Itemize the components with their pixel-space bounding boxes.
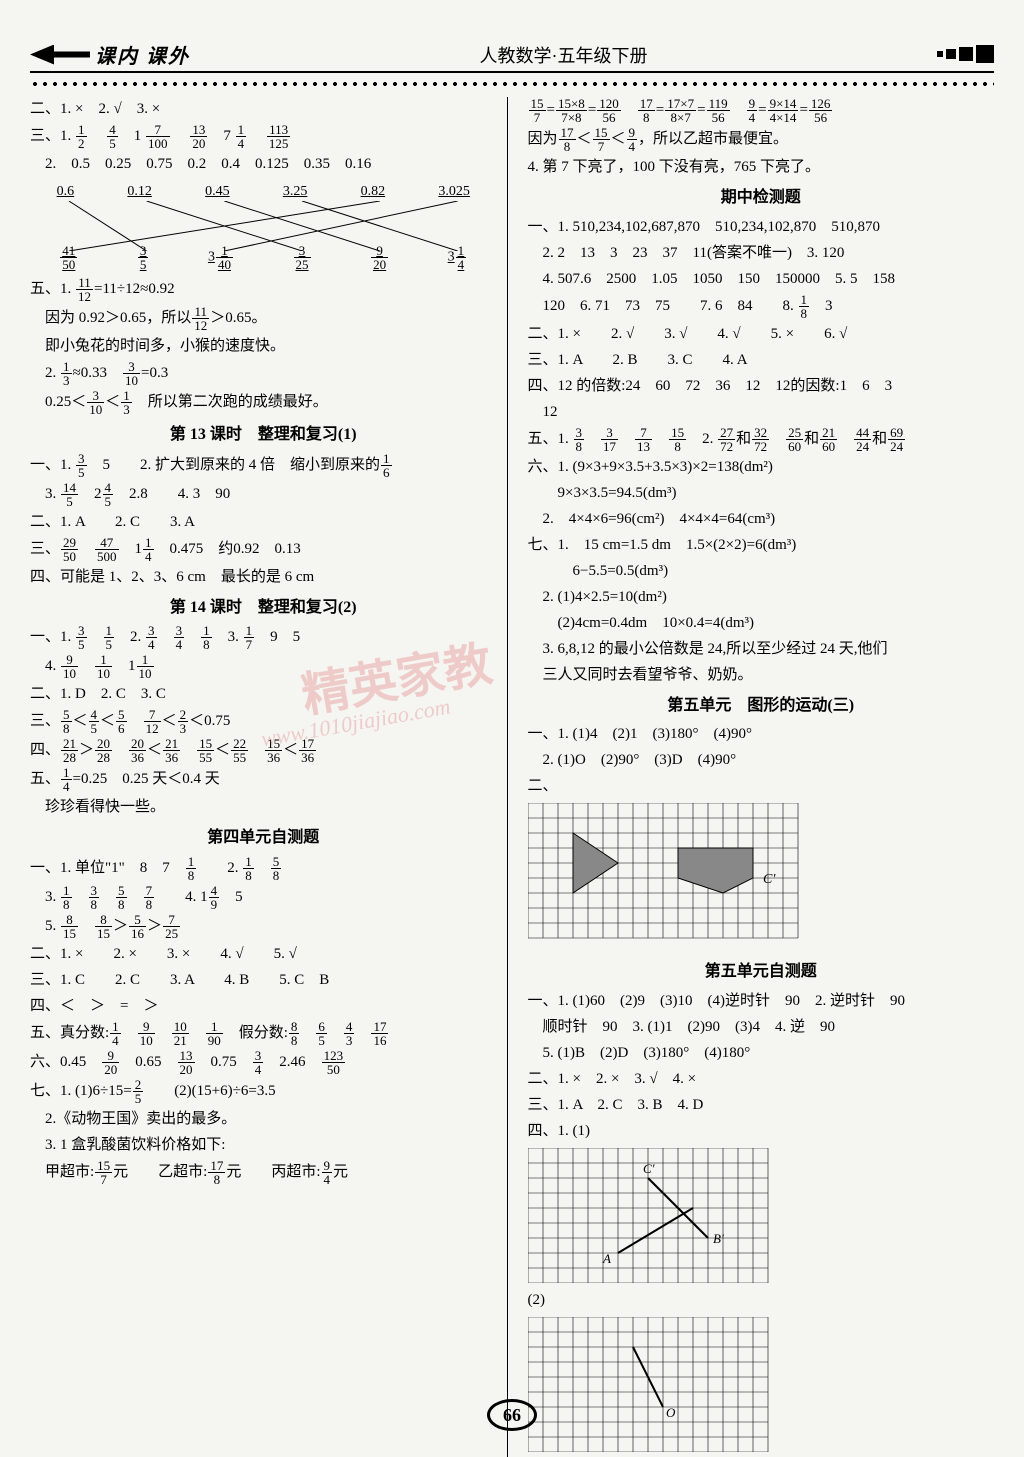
ans-line: 五、1. 38 317 713 158 2. 2772和3272 2560和21…: [528, 426, 995, 453]
ans-line: 3. 18 38 58 78 4. 149 5: [30, 884, 497, 911]
ans-line: 4. 910 110 1110: [30, 653, 497, 680]
section-title: 第 14 课时 整理和复习(2): [30, 595, 497, 621]
ans-line: 四、1. (1): [528, 1119, 995, 1143]
ans-line: 一、1. 510,234,102,687,870 510,234,102,870…: [528, 215, 995, 239]
ans-line: 一、1. 35 15 2. 34 34 18 3. 17 9 5: [30, 624, 497, 651]
ans-line: 顺时针 90 3. (1)1 (2)90 (3)4 4. 逆 90: [528, 1015, 995, 1039]
grid-figure-2: A B' C': [528, 1148, 995, 1283]
ans-line: 四、可能是 1、2、3、6 cm 最长的是 6 cm: [30, 565, 497, 589]
ans-line: 2. (1)4×2.5=10(dm²): [528, 585, 995, 609]
logo-text: 课内 课外: [95, 40, 190, 69]
ans-line: 七、1. (1)6÷15=25 (2)(15+6)÷6=3.5: [30, 1078, 497, 1105]
ans-line: 一、1. 单位"1" 8 7 18 2. 18 58: [30, 855, 497, 882]
grid-figure-1: C': [528, 803, 995, 953]
book-title: 人教数学·五年级下册: [190, 42, 937, 68]
ans-line: 四、＜ ＞ = ＞: [30, 994, 497, 1018]
ans-line: 四、12 的倍数:24 60 72 36 12 12的因数:1 6 3: [528, 374, 995, 398]
svg-text:C': C': [643, 1161, 655, 1176]
ans-line: 2. 13≈0.33 310=0.3: [30, 360, 497, 387]
logo-decoration: [30, 45, 90, 65]
ans-line: 二、: [528, 774, 995, 798]
ans-line: 2. 4×4×6=96(cm²) 4×4×4=64(cm³): [528, 507, 995, 531]
ans-line: 五、真分数:14 910 1021 190 假分数:88 65 43 1716: [30, 1020, 497, 1047]
ans-line: 一、1. (1)60 (2)9 (3)10 (4)逆时针 90 2. 逆时针 9…: [528, 989, 995, 1013]
ans-line: 2. (1)O (2)90° (3)D (4)90°: [528, 748, 995, 772]
ans-line: 二、1. × 2. × 3. × 4. √ 5. √: [30, 942, 497, 966]
ans-line: 六、1. (9×3+9×3.5+3.5×3)×2=138(dm²): [528, 455, 995, 479]
ans-line: 即小兔花的时间多，小猴的速度快。: [30, 334, 497, 358]
ans-line: 三、2950 47500 114 0.475 约0.92 0.13: [30, 536, 497, 563]
section-title: 第 13 课时 整理和复习(1): [30, 422, 497, 448]
grid-figure-3: O: [528, 1317, 995, 1452]
ans-line: 五、14=0.25 0.25 天＜0.4 天: [30, 766, 497, 793]
header-dots: [30, 81, 994, 87]
ans-line: 三、1. C 2. C 3. A 4. B 5. C B: [30, 968, 497, 992]
ans-line: 二、1. × 2. √ 3. √ 4. √ 5. × 6. √: [528, 322, 995, 346]
ans-line: 5. (1)B (2)D (3)180° (4)180°: [528, 1041, 995, 1065]
ans-line: 七、1. 15 cm=1.5 dm 1.5×(2×2)=6(dm³): [528, 533, 995, 557]
ans-line: 2. 2 13 3 23 37 11(答案不唯一) 3. 120: [528, 241, 995, 265]
ans-line: 珍珍看得快一些。: [30, 795, 497, 819]
ans-line: 六、0.45 920 0.65 1320 0.75 34 2.46 12350: [30, 1049, 497, 1076]
section-title: 第五单元 图形的运动(三): [528, 693, 995, 719]
ans-line: 三、1. 12 45 1 7100 1320 7 14 113125: [30, 123, 497, 150]
ans-line: 120 6. 71 73 75 7. 6 84 8. 18 3: [528, 293, 995, 320]
svg-text:O: O: [666, 1405, 676, 1420]
left-column: 二、1. × 2. √ 3. × 三、1. 12 45 1 7100 1320 …: [30, 97, 508, 1457]
right-column: 157=15×87×8=12056 178=17×78×7=11956 94=9…: [523, 97, 995, 1457]
ans-line: 5. 815 815＞516＞725: [30, 913, 497, 940]
ans-line: 二、1. × 2. √ 3. ×: [30, 97, 497, 121]
ans-line: 三、58＜45＜56 712＜23＜0.75: [30, 708, 497, 735]
ans-line: 三、1. A 2. C 3. B 4. D: [528, 1093, 995, 1117]
header-squares: [937, 47, 994, 63]
ans-line: (2)4cm=0.4dm 10×0.4=4(dm³): [528, 611, 995, 635]
svg-text:C': C': [763, 872, 776, 887]
main-content: 二、1. × 2. √ 3. × 三、1. 12 45 1 7100 1320 …: [30, 97, 994, 1457]
ans-line: 甲超市:157元 乙超市:178元 丙超市:94元: [30, 1159, 497, 1186]
ans-line: 一、1. (1)4 (2)1 (3)180° (4)90°: [528, 722, 995, 746]
ans-line: 一、1. 35 5 2. 扩大到原来的 4 倍 缩小到原来的16: [30, 452, 497, 479]
ans-line: 3. 1 盒乳酸菌饮料价格如下:: [30, 1133, 497, 1157]
ans-line: 9×3×3.5=94.5(dm³): [528, 481, 995, 505]
ans-line: 12: [528, 400, 995, 424]
ans-line: 4. 507.6 2500 1.05 1050 150 150000 5. 5 …: [528, 267, 995, 291]
ans-line: 二、1. D 2. C 3. C: [30, 682, 497, 706]
ans-line: 三、1. A 2. B 3. C 4. A: [528, 348, 995, 372]
ans-line: 0.25＜310＜13 所以第二次跑的成绩最好。: [30, 389, 497, 416]
ans-line: 因为178＜157＜94，所以乙超市最便宜。: [528, 126, 995, 153]
page-number: 66: [487, 1399, 537, 1431]
svg-text:B': B': [713, 1231, 724, 1246]
ans-line: 二、1. A 2. C 3. A: [30, 510, 497, 534]
section-title: 期中检测题: [528, 185, 995, 211]
ans-line: 三人又同时去看望爷爷、奶奶。: [528, 663, 995, 687]
section-title: 第四单元自测题: [30, 825, 497, 851]
matching-diagram: 0.60.120.453.250.823.025 4150 35 3140 32…: [30, 181, 497, 271]
ans-line: 3. 6,8,12 的最小公倍数是 24,所以至少经过 24 天,他们: [528, 637, 995, 661]
ans-line: 4. 第 7 下亮了，100 下没有亮，765 下亮了。: [528, 155, 995, 179]
ans-line: 因为 0.92＞0.65，所以1112＞0.65。: [30, 305, 497, 332]
ans-line: 2. 0.5 0.25 0.75 0.2 0.4 0.125 0.35 0.16: [30, 152, 497, 176]
svg-text:A: A: [602, 1251, 611, 1266]
ans-line: 五、1. 1112=11÷12≈0.92: [30, 276, 497, 303]
page-header: 课内 课外 人教数学·五年级下册: [30, 40, 994, 73]
ans-line: 四、2128＞2028 2036＜2136 1555＜2255 1536＜173…: [30, 737, 497, 764]
ans-line: 6−5.5=0.5(dm³): [528, 559, 995, 583]
ans-line: 3. 145 245 2.8 4. 3 90: [30, 481, 497, 508]
ans-line: 2.《动物王国》卖出的最多。: [30, 1107, 497, 1131]
section-title: 第五单元自测题: [528, 959, 995, 985]
ans-line: 157=15×87×8=12056 178=17×78×7=11956 94=9…: [528, 97, 995, 124]
ans-line: 二、1. × 2. × 3. √ 4. ×: [528, 1067, 995, 1091]
ans-line: (2): [528, 1288, 995, 1312]
